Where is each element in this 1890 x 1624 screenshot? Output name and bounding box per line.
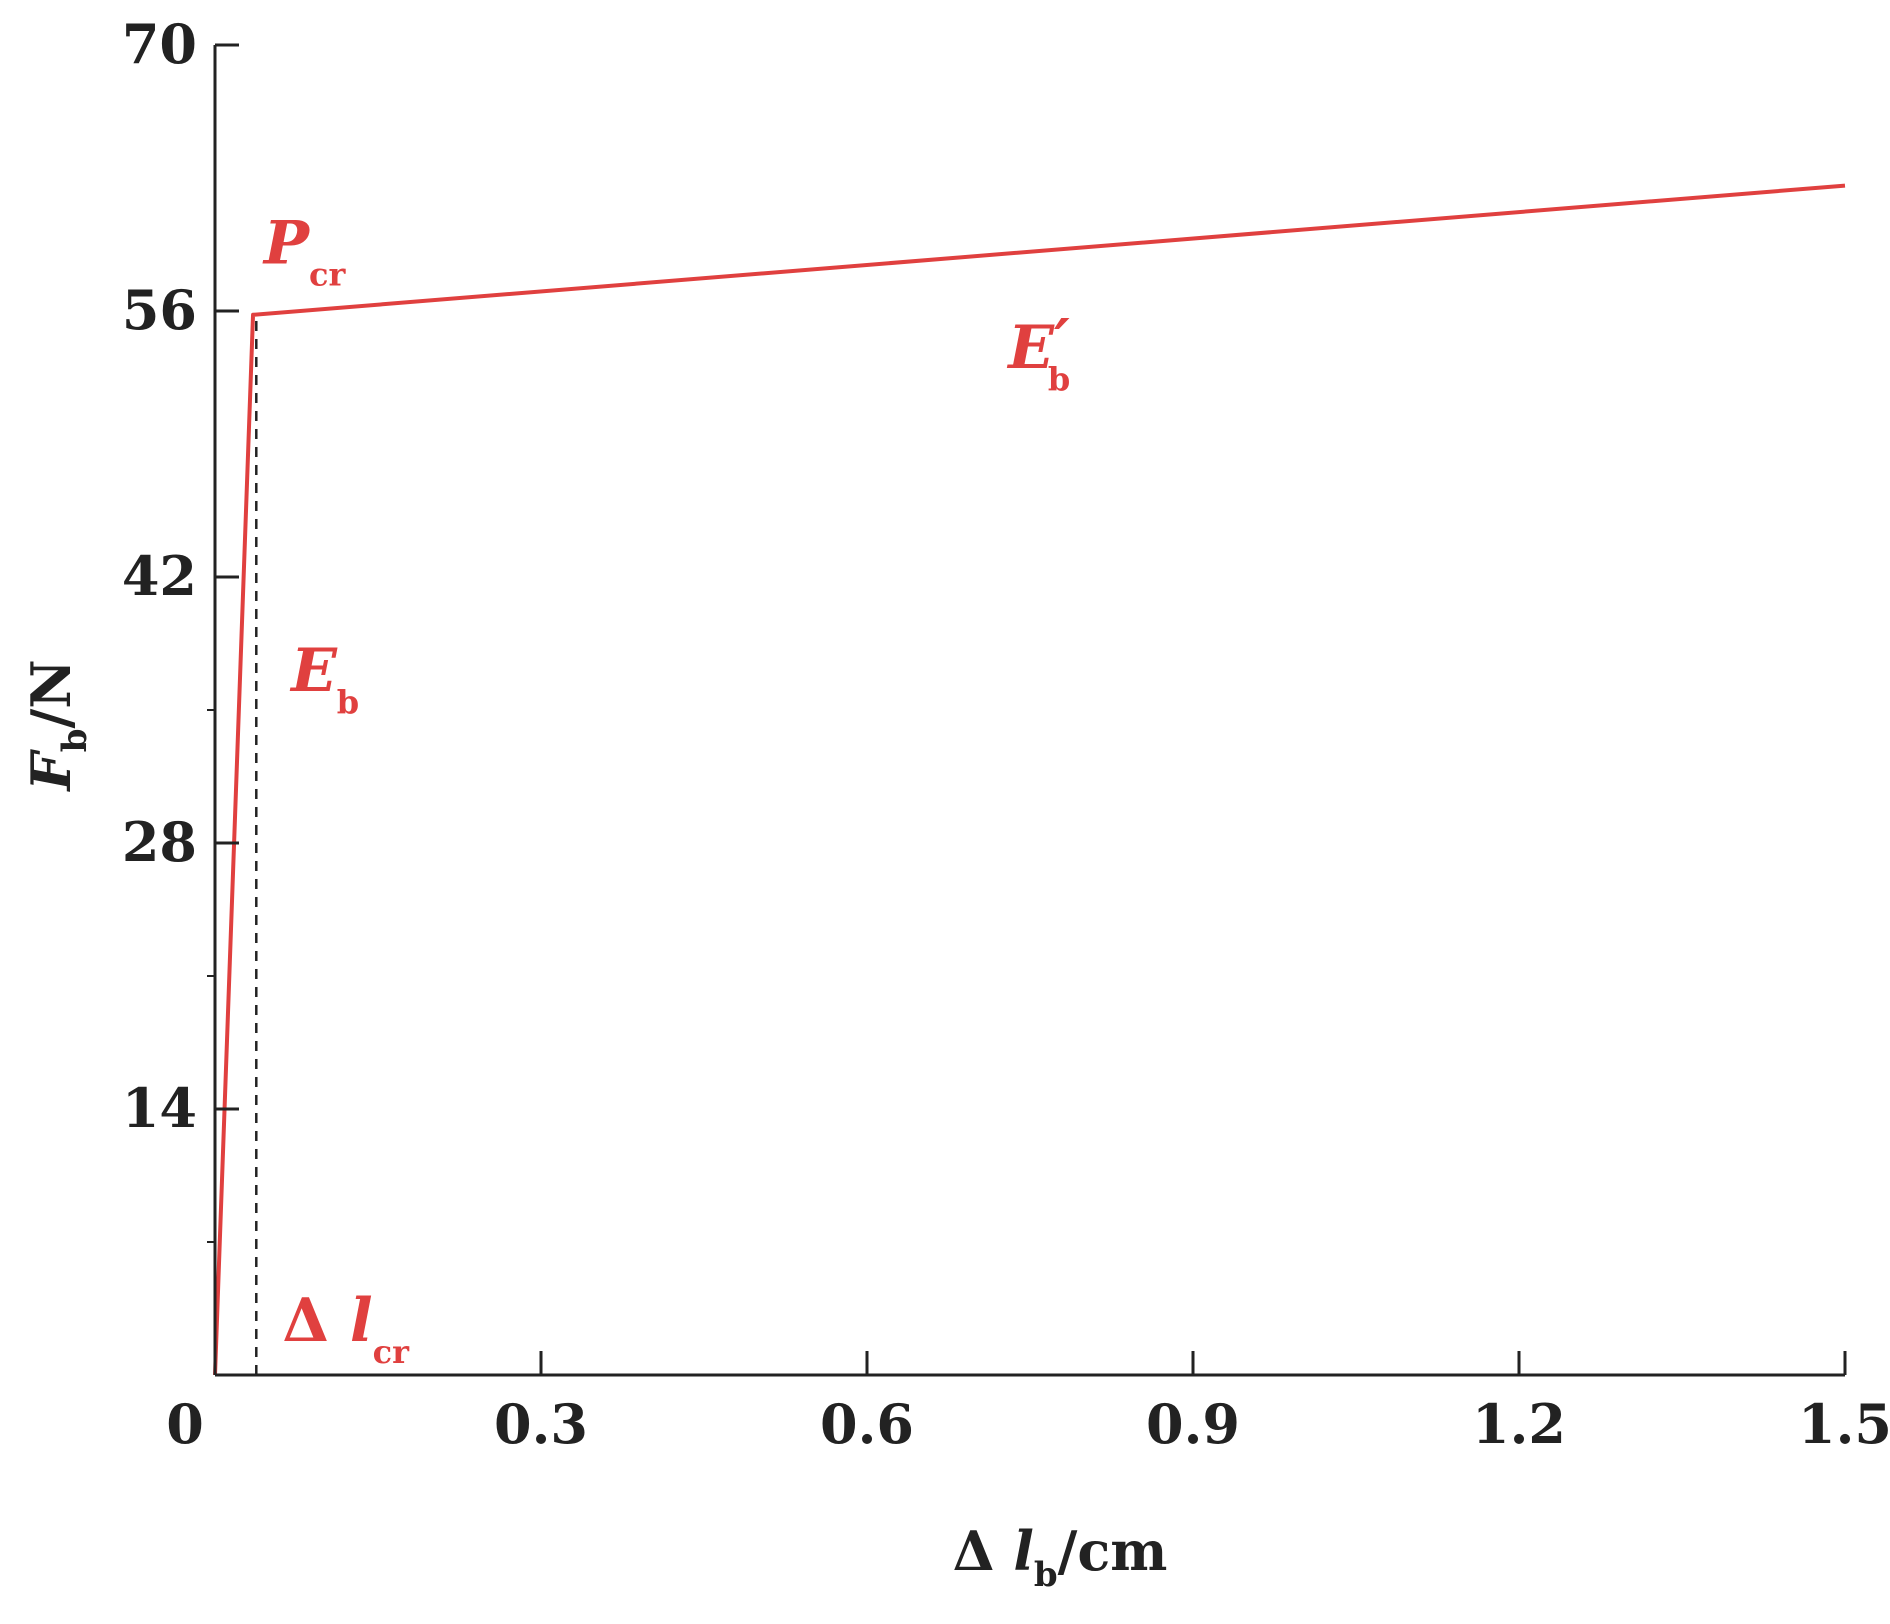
annotation-eb: Eb <box>289 636 359 721</box>
plot-area <box>213 183 1846 1376</box>
y-tick-label: 28 <box>122 810 197 874</box>
y-axis-title: Fb/N <box>19 659 95 792</box>
x-axis-title-unit: /cm <box>1058 1519 1168 1583</box>
annotation-eb-prime-subscript: b <box>1048 360 1070 398</box>
annotation-eb-prime-symbol: E <box>1006 313 1055 383</box>
x-axis-title-subscript: b <box>1034 1555 1058 1595</box>
annotation-pcr: Pcr <box>262 209 347 294</box>
annotation-dlcr: Δ lcr <box>282 1286 410 1371</box>
annotation-dlcr-symbol: l <box>350 1286 373 1356</box>
annotation-eb-subscript: b <box>337 683 359 721</box>
y-tick-label: 14 <box>122 1076 197 1140</box>
y-tick-label: 70 <box>122 12 197 76</box>
y-axis-title-symbol: F <box>19 749 83 793</box>
annotation-dlcr-prefix: Δ <box>282 1286 349 1356</box>
x-tick-label: 0.9 <box>1146 1392 1240 1456</box>
x-tick-label: 0.3 <box>494 1392 588 1456</box>
annotation-dlcr-subscript: cr <box>373 1333 410 1371</box>
annotation-eb-prime: E′ b <box>1006 307 1070 398</box>
x-axis-title-symbol-prefix: Δ <box>953 1519 1014 1583</box>
x-axis-title: Δ lb/cm <box>953 1519 1168 1595</box>
y-tick-label: 42 <box>122 544 197 608</box>
annotation-pcr-subscript: cr <box>309 256 346 294</box>
annotation-pcr-symbol: P <box>262 209 311 279</box>
y-tick-label: 56 <box>122 278 197 342</box>
x-tick-label: 0 <box>166 1392 204 1456</box>
axes <box>207 43 1847 1377</box>
annotation-eb-prime-prime: ′ <box>1054 307 1070 377</box>
y-axis-title-subscript: b <box>55 728 95 752</box>
x-tick-label: 1.5 <box>1798 1392 1890 1456</box>
x-tick-label: 1.2 <box>1472 1392 1566 1456</box>
y-axis-title-unit: /N <box>19 659 83 728</box>
series-line <box>213 183 1846 1376</box>
x-tick-label: 0.6 <box>820 1392 914 1456</box>
annotation-eb-symbol: E <box>289 636 338 706</box>
x-axis-title-symbol: l <box>1013 1519 1034 1583</box>
